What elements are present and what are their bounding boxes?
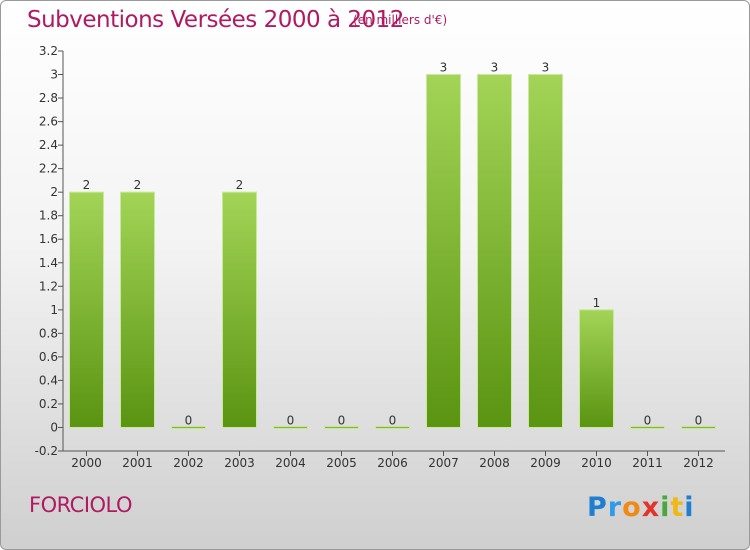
x-tick-label: 2005: [326, 456, 357, 470]
y-tick-label: 1: [50, 303, 58, 317]
y-tick-label: 0.4: [39, 373, 58, 387]
data-label: 1: [593, 296, 601, 310]
x-tick-label: 2006: [377, 456, 408, 470]
y-tick-label: 0.8: [39, 326, 58, 340]
y-tick-label: 1.4: [39, 256, 58, 270]
x-tick-label: 2010: [581, 456, 612, 470]
x-tick-label: 2007: [428, 456, 459, 470]
bar: [681, 425, 716, 429]
x-tick-label: 2004: [275, 456, 306, 470]
y-tick-label: 2.4: [39, 138, 58, 152]
x-tick-label: 2009: [530, 456, 561, 470]
bar: [426, 74, 461, 428]
data-label: 0: [695, 413, 703, 427]
chart-title: Subventions Versées 2000 à 2012: [27, 7, 404, 33]
data-label: 0: [287, 413, 295, 427]
data-label: 0: [389, 413, 397, 427]
bar: [630, 425, 665, 429]
svg-text:Proxiti: Proxiti: [587, 492, 695, 523]
data-label: 2: [83, 178, 91, 192]
y-tick-label: 1.2: [39, 279, 58, 293]
data-label: 0: [338, 413, 346, 427]
data-label: 3: [440, 61, 448, 75]
data-label: 2: [236, 178, 244, 192]
y-tick-label: 1.8: [39, 209, 58, 223]
y-tick-label: 3.2: [39, 44, 58, 58]
x-tick-label: 2003: [224, 456, 255, 470]
x-tick-label: 2000: [71, 456, 102, 470]
x-tick-label: 2001: [122, 456, 153, 470]
bar: [375, 425, 410, 429]
bar: [528, 74, 563, 428]
bar: [579, 309, 614, 428]
commune-name: FORCIOLO: [29, 493, 133, 517]
y-tick-label: 2.8: [39, 91, 58, 105]
bar: [222, 191, 257, 428]
bar: [477, 74, 512, 428]
x-tick-label: 2002: [173, 456, 204, 470]
y-tick-label: 0.2: [39, 397, 58, 411]
x-tick-label: 2008: [479, 456, 510, 470]
bar: [120, 191, 155, 428]
y-tick-label: 2.2: [39, 162, 58, 176]
y-tick-label: 1.6: [39, 232, 58, 246]
chart-unit: (en milliers d'€): [353, 13, 448, 27]
y-tick-label: 3: [50, 68, 58, 82]
x-tick-label: 2012: [683, 456, 714, 470]
y-tick-label: 0: [50, 420, 58, 434]
proxiti-logo: Proxiti: [587, 492, 695, 523]
bar: [324, 425, 359, 429]
data-label: 2: [134, 178, 142, 192]
y-tick-label: 0.6: [39, 350, 58, 364]
data-label: 3: [542, 61, 550, 75]
bar: [171, 425, 206, 429]
data-label: 3: [491, 61, 499, 75]
bar: [273, 425, 308, 429]
data-label: 0: [185, 413, 193, 427]
plot-area: -0.2 0 0.2 0.4 0.6 0.8 1 1.2 1.4 1.6 1.8 2 2.2 2.4 2.6…: [35, 44, 725, 470]
y-tick-label: 2.6: [39, 115, 58, 129]
x-tick-label: 2011: [632, 456, 663, 470]
y-tick-label: -0.2: [35, 444, 58, 458]
bar: [69, 191, 104, 428]
data-label: 0: [644, 413, 652, 427]
y-tick-label: 2: [50, 185, 58, 199]
